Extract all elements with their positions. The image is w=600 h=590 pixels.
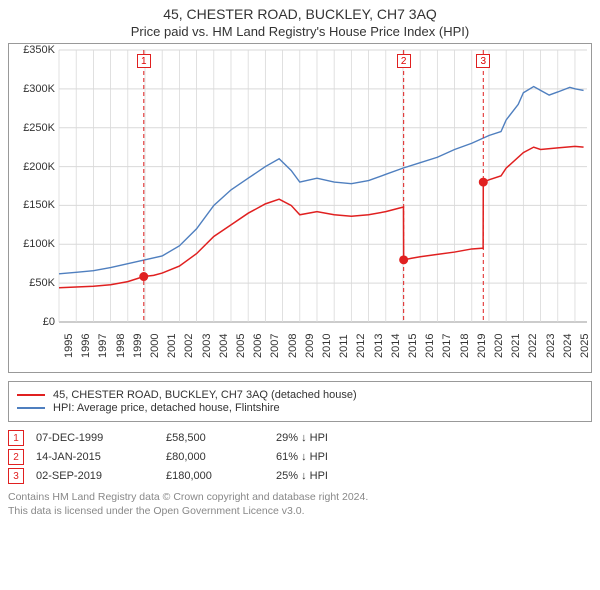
attribution-line: This data is licensed under the Open Gov… [8, 504, 592, 518]
x-axis-label: 2011 [338, 334, 350, 358]
event-row: 2 14-JAN-2015 £80,000 61% ↓ HPI [8, 449, 592, 465]
y-axis-label: £350K [13, 44, 55, 56]
event-number-box: 3 [8, 468, 24, 484]
y-axis-label: £150K [13, 199, 55, 211]
event-row: 1 07-DEC-1999 £58,500 29% ↓ HPI [8, 430, 592, 446]
x-axis-label: 2007 [269, 334, 281, 358]
container: 45, CHESTER ROAD, BUCKLEY, CH7 3AQ Price… [0, 0, 600, 518]
x-axis-label: 2000 [149, 334, 161, 358]
x-axis-label: 2012 [355, 334, 367, 358]
event-line-label: 2 [397, 54, 411, 68]
event-date: 02-SEP-2019 [36, 470, 166, 482]
x-axis-label: 1997 [97, 334, 109, 358]
event-delta: 25% ↓ HPI [276, 470, 328, 482]
x-axis-label: 2021 [510, 334, 522, 358]
x-axis-label: 2020 [493, 334, 505, 358]
x-axis-label: 2019 [476, 334, 488, 358]
y-axis-label: £50K [13, 277, 55, 289]
legend-item: HPI: Average price, detached house, Flin… [17, 402, 583, 414]
series-price_paid [59, 146, 584, 287]
event-delta: 29% ↓ HPI [276, 432, 328, 444]
event-price: £58,500 [166, 432, 276, 444]
x-axis-label: 2001 [166, 334, 178, 358]
attribution: Contains HM Land Registry data © Crown c… [8, 490, 592, 518]
event-number-box: 1 [8, 430, 24, 446]
x-axis-label: 1998 [115, 334, 127, 358]
legend-item: 45, CHESTER ROAD, BUCKLEY, CH7 3AQ (deta… [17, 389, 583, 401]
x-axis-label: 2010 [321, 334, 333, 358]
x-axis-label: 2006 [252, 334, 264, 358]
title-subtitle: Price paid vs. HM Land Registry's House … [0, 24, 600, 39]
event-line-label: 1 [137, 54, 151, 68]
title-address: 45, CHESTER ROAD, BUCKLEY, CH7 3AQ [0, 6, 600, 22]
legend-label: 45, CHESTER ROAD, BUCKLEY, CH7 3AQ (deta… [53, 389, 357, 401]
x-axis-label: 2002 [183, 334, 195, 358]
x-axis-label: 2025 [579, 334, 591, 358]
event-price: £180,000 [166, 470, 276, 482]
x-axis-label: 2013 [373, 334, 385, 358]
x-axis-label: 1999 [132, 334, 144, 358]
x-axis-label: 2015 [407, 334, 419, 358]
y-axis-label: £100K [13, 238, 55, 250]
x-axis-label: 2005 [235, 334, 247, 358]
events-table: 1 07-DEC-1999 £58,500 29% ↓ HPI 2 14-JAN… [8, 430, 592, 484]
chart-titles: 45, CHESTER ROAD, BUCKLEY, CH7 3AQ Price… [0, 0, 600, 43]
y-axis-label: £200K [13, 161, 55, 173]
x-axis-label: 2016 [424, 334, 436, 358]
chart-svg [9, 44, 593, 374]
x-axis-label: 2009 [304, 334, 316, 358]
x-axis-label: 2023 [545, 334, 557, 358]
series-hpi [59, 87, 584, 274]
legend-swatch [17, 394, 45, 396]
event-delta: 61% ↓ HPI [276, 451, 328, 463]
y-axis-label: £0 [13, 316, 55, 328]
x-axis-label: 2008 [287, 334, 299, 358]
event-date: 14-JAN-2015 [36, 451, 166, 463]
legend-label: HPI: Average price, detached house, Flin… [53, 402, 280, 414]
legend-swatch [17, 407, 45, 409]
x-axis-label: 2024 [562, 334, 574, 358]
x-axis-label: 2003 [201, 334, 213, 358]
x-axis-label: 2004 [218, 334, 230, 358]
x-axis-label: 2017 [441, 334, 453, 358]
legend: 45, CHESTER ROAD, BUCKLEY, CH7 3AQ (deta… [8, 381, 592, 422]
y-axis-label: £250K [13, 122, 55, 134]
y-axis-label: £300K [13, 83, 55, 95]
x-axis-label: 1995 [63, 334, 75, 358]
event-line-label: 3 [476, 54, 490, 68]
x-axis-label: 2018 [459, 334, 471, 358]
attribution-line: Contains HM Land Registry data © Crown c… [8, 490, 592, 504]
x-axis-label: 2014 [390, 334, 402, 358]
event-row: 3 02-SEP-2019 £180,000 25% ↓ HPI [8, 468, 592, 484]
chart-area: £0 £50K £100K £150K £200K £250K £300K £350K 1995… [8, 43, 592, 373]
event-number-box: 2 [8, 449, 24, 465]
event-date: 07-DEC-1999 [36, 432, 166, 444]
event-price: £80,000 [166, 451, 276, 463]
x-axis-label: 1996 [80, 334, 92, 358]
x-axis-label: 2022 [527, 334, 539, 358]
